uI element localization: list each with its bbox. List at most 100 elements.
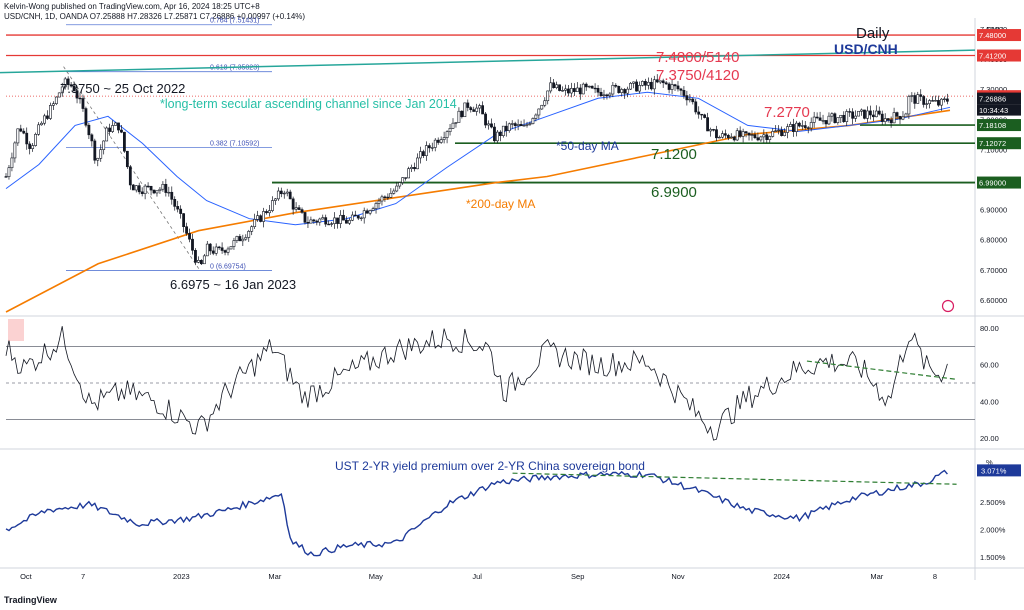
- candle-body: [265, 211, 268, 214]
- candle-body: [401, 177, 405, 183]
- candle-body: [729, 136, 733, 139]
- candle-body: [895, 112, 899, 117]
- candle-body: [611, 84, 615, 95]
- candle-body: [765, 134, 769, 140]
- candle-body: [883, 118, 887, 122]
- tradingview-brand[interactable]: TradingView: [4, 595, 57, 605]
- yield-axis-tick: 2.500%: [980, 498, 1006, 507]
- candle-body: [501, 125, 505, 137]
- candle-body: [398, 182, 402, 187]
- candle-body: [661, 80, 665, 84]
- candle-body: [134, 185, 138, 191]
- candle-body: [315, 220, 319, 223]
- candle-body: [759, 136, 763, 141]
- candle-body: [546, 90, 550, 102]
- candle-body: [111, 125, 114, 132]
- candle-body: [673, 84, 677, 87]
- candle-body: [493, 126, 496, 142]
- fib-level-label: 0.382 (7.10592): [210, 141, 259, 148]
- yield-axis-tick: 2.000%: [980, 525, 1006, 534]
- candle-body: [330, 223, 334, 225]
- candle-body: [445, 131, 449, 138]
- fib-level-label: 0.764 (7.51431): [210, 18, 259, 25]
- candle-body: [700, 113, 704, 116]
- candle-body: [525, 124, 529, 126]
- candle-body: [771, 131, 775, 137]
- candle-body: [247, 231, 251, 238]
- candle-body: [851, 111, 855, 119]
- candle-body: [164, 183, 168, 193]
- candle-body: [149, 185, 153, 191]
- candle-body: [510, 123, 514, 125]
- candle-body: [250, 226, 254, 232]
- candle-body: [504, 125, 508, 131]
- candle-body: [427, 145, 431, 149]
- candle-body: [762, 134, 766, 138]
- candle-body: [244, 237, 248, 240]
- candle-body: [507, 123, 511, 131]
- candle-body: [359, 217, 363, 220]
- candle-body: [413, 167, 416, 170]
- fib-level-label: 0.618 (7.35823): [210, 65, 259, 72]
- resistance-label: 7.4800/5140: [656, 49, 739, 66]
- candle-body: [860, 109, 863, 112]
- candle-body: [114, 122, 117, 126]
- candle-body: [395, 185, 399, 192]
- candle-body: [57, 92, 61, 98]
- candle-body: [629, 83, 633, 90]
- candle-body: [869, 110, 872, 116]
- candle-body: [709, 129, 712, 132]
- price-axis-tag: [977, 137, 1021, 150]
- candle-body: [262, 211, 265, 222]
- candle-body: [78, 97, 82, 100]
- candle-body: [735, 130, 739, 141]
- candle-body: [49, 105, 52, 119]
- candle-body: [570, 88, 573, 94]
- candle-body: [812, 116, 816, 123]
- candle-body: [676, 85, 680, 90]
- candle-body: [217, 246, 221, 249]
- candle-body: [827, 115, 831, 125]
- candle-body: [285, 191, 289, 194]
- candle-body: [928, 100, 932, 105]
- resistance-label: 7.3750/4120: [656, 67, 739, 84]
- price-axis-tag: [977, 176, 1021, 189]
- candle-body: [37, 124, 40, 135]
- candle-body: [646, 81, 650, 86]
- yield-value-tag: [977, 464, 1021, 477]
- candle-body: [421, 151, 425, 157]
- candle-body: [925, 103, 929, 105]
- candle-body: [712, 129, 715, 131]
- time-axis-tick: 2023: [173, 572, 190, 581]
- candle-body: [4, 176, 8, 178]
- candle-body: [146, 185, 150, 188]
- candle-body: [803, 125, 807, 128]
- candle-body: [226, 248, 230, 253]
- candle-body: [303, 212, 307, 223]
- candle-body: [84, 108, 88, 126]
- candle-body: [555, 84, 559, 89]
- candle-body: [593, 87, 597, 90]
- alert-icon: [941, 299, 955, 313]
- candle-body: [638, 85, 641, 92]
- candle-body: [309, 219, 313, 224]
- fib-level-label: 0 (6.69754): [210, 264, 246, 271]
- candle-body: [718, 136, 721, 139]
- candle-body: [940, 98, 943, 106]
- candle-body: [691, 98, 695, 103]
- candle-body: [605, 94, 609, 97]
- candle-body: [685, 95, 689, 101]
- candle-body: [679, 88, 683, 91]
- candle-body: [608, 93, 612, 97]
- candle-body: [599, 91, 603, 97]
- candle-body: [143, 185, 147, 194]
- candle-body: [7, 167, 11, 177]
- rsi-axis-tick: 40.00: [980, 397, 999, 406]
- support-label: 6.9900: [651, 184, 697, 201]
- candle-body: [220, 247, 224, 251]
- candle-body: [318, 218, 322, 223]
- candle-body: [830, 113, 834, 117]
- candle-body: [350, 214, 354, 221]
- candle-body: [223, 250, 227, 253]
